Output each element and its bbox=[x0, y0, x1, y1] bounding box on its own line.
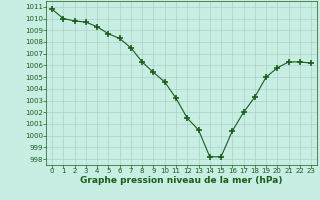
X-axis label: Graphe pression niveau de la mer (hPa): Graphe pression niveau de la mer (hPa) bbox=[80, 176, 283, 185]
